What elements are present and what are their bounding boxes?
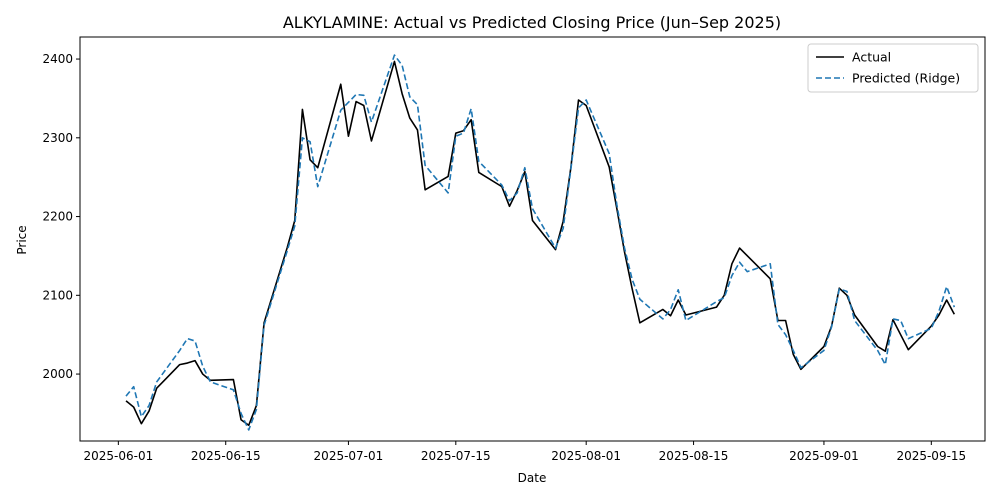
axis-ticks: 2025-06-01 2025-06-15 2025-07-01 2025-07-15… [42, 52, 966, 463]
plot-frame [79, 36, 986, 442]
x-axis-label: Date [518, 471, 547, 485]
x-tick-label: 2025-07-15 [421, 449, 491, 463]
chart-title: ALKYLAMINE: Actual vs Predicted Closing … [283, 13, 781, 32]
series-lines [125, 54, 956, 431]
x-tick-label: 2025-07-01 [314, 449, 384, 463]
x-tick-label: 2025-06-15 [191, 449, 261, 463]
y-axis-label: Price [15, 225, 29, 254]
x-tick-label: 2025-09-01 [789, 449, 859, 463]
y-tick-label: 2000 [42, 367, 73, 381]
y-tick-label: 2400 [42, 52, 73, 66]
legend-entry-label: Predicted (Ridge) [852, 71, 960, 86]
x-tick-label: 2025-09-15 [896, 449, 966, 463]
y-tick-label: 2300 [42, 131, 73, 145]
x-tick-label: 2025-06-01 [83, 449, 153, 463]
x-tick-label: 2025-08-15 [659, 449, 729, 463]
plot-area [79, 36, 986, 442]
legend-entry-label: Actual [852, 50, 891, 65]
series-line-predicted [125, 54, 956, 431]
legend-box [807, 43, 979, 93]
y-tick-label: 2100 [42, 288, 73, 302]
y-tick-label: 2200 [42, 210, 73, 224]
x-tick-label: 2025-08-01 [551, 449, 621, 463]
legend: Actual Predicted (Ridge) [807, 43, 979, 93]
series-line-actual [125, 60, 956, 427]
